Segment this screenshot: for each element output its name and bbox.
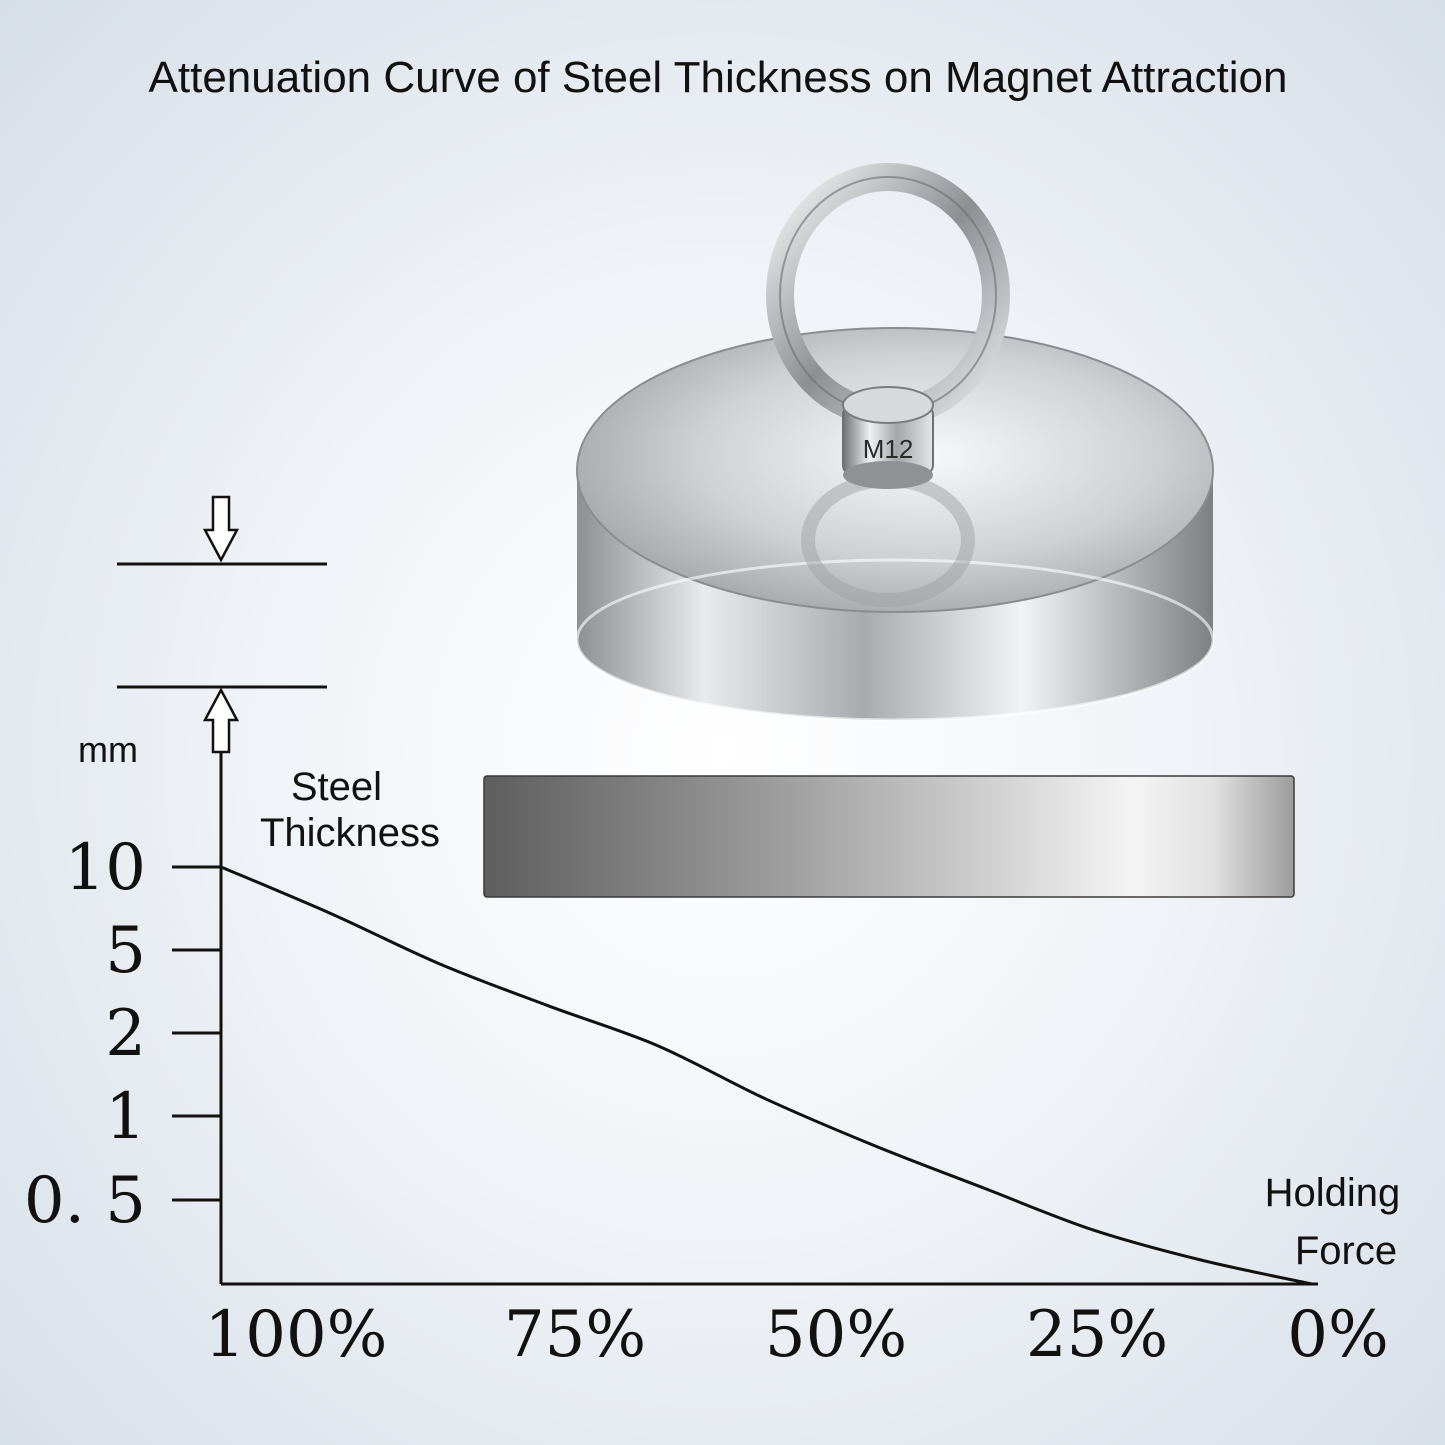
x-tick-label: 75% [504,1298,646,1372]
y-tick-label: 1 [105,1080,146,1154]
x-axis-label-line-1: Holding [1265,1171,1401,1215]
x-tick-label: 25% [1026,1298,1168,1372]
attenuation-curve [220,865,1313,1286]
x-ticks: 100% 75% 50% 25% 0% [205,1298,1389,1372]
x-tick-label: 50% [765,1298,907,1372]
arrow-down-icon [202,495,240,563]
x-tick-label: 100% [205,1298,388,1372]
magnet-marking: M12 [863,434,914,464]
x-axis-label: Holding Force [1265,1171,1412,1273]
y-tick-label: 2 [105,997,146,1071]
y-tick-label: 0. 5 [24,1164,146,1238]
y-axis-label-line-1: Steel [291,765,382,809]
series-layer [220,865,1313,1286]
chart-title: Attenuation Curve of Steel Thickness on … [149,53,1288,102]
x-tick-label: 0% [1287,1298,1389,1372]
y-ticks: 0. 5 1 2 5 10 [24,831,221,1238]
steel-plate-icon [483,775,1295,898]
y-axis-label-line-2: Thickness [260,811,440,855]
y-tick-label: 10 [65,831,146,905]
x-axis-label-line-2: Force [1295,1229,1397,1273]
y-axis-label: Steel Thickness [260,765,440,855]
y-tick-label: 5 [105,914,146,988]
arrow-up-icon [202,687,240,754]
fishing-magnet-icon: M12 [575,163,1215,722]
y-axis-unit: mm [78,729,138,770]
